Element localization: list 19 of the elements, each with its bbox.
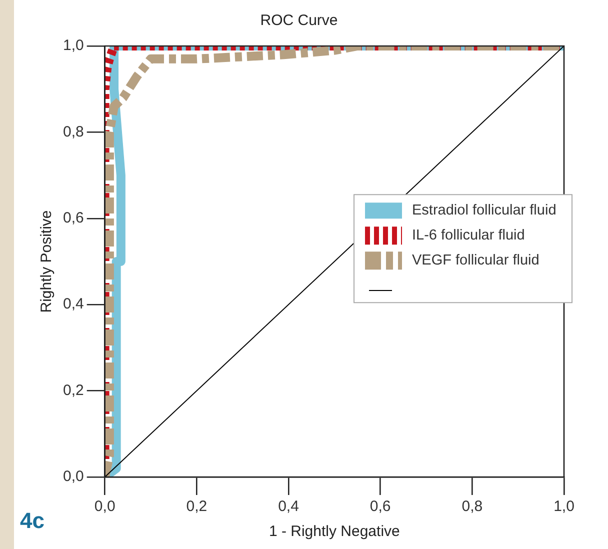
legend-label: IL-6 follicular fluid <box>412 228 525 244</box>
legend-label: VEGF follicular fluid <box>412 252 540 269</box>
y-tick-label: 0,2 <box>62 382 84 399</box>
y-axis-title: Rightly Positive <box>38 210 56 313</box>
chart-title: ROC Curve <box>260 12 338 30</box>
y-tick-label: 0,8 <box>62 123 84 140</box>
x-tick-label: 0,4 <box>278 498 299 516</box>
x-tick-label: 0,2 <box>186 498 208 516</box>
text: 4c <box>20 508 44 534</box>
x-tick-label: 0,0 <box>94 498 116 516</box>
y-tick-label: 0,4 <box>62 296 84 313</box>
y-tick-label: 0,0 <box>62 468 84 486</box>
x-tick-label: 0,6 <box>370 498 391 516</box>
x-tick-label: 1,0 <box>554 498 574 516</box>
y-tick-label: 0,6 <box>62 210 84 227</box>
x-tick-label: 0,8 <box>462 498 483 516</box>
x-axis-title: 1 - Rightly Negative <box>268 523 400 540</box>
y-tick-label: 1,0 <box>62 37 84 54</box>
legend-label: Estradiol follicular fluid <box>412 202 556 219</box>
